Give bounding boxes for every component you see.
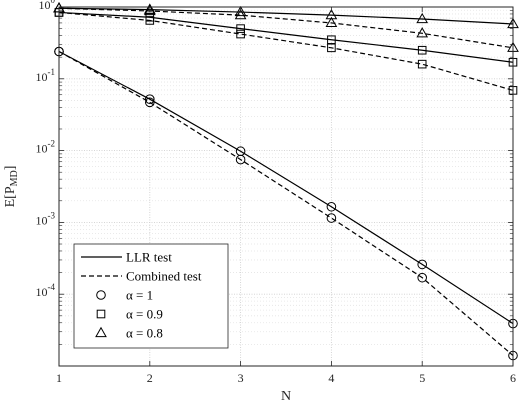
data-point-triangle	[143, 4, 156, 16]
series-line	[58, 11, 514, 63]
y-axis-title-main: E[P	[3, 186, 18, 207]
x-tick-label: 3	[238, 371, 244, 385]
y-tick-base: 10	[39, 0, 51, 12]
data-point-square	[236, 29, 245, 39]
y-tick-base: 10	[36, 285, 48, 299]
legend-label: LLR test	[126, 250, 172, 265]
legend-entry: α = 0.9	[96, 307, 163, 322]
data-point-circle	[235, 154, 246, 165]
series-line	[58, 50, 514, 325]
y-tick-label: 100	[39, 0, 56, 12]
data-point-triangle	[325, 8, 338, 20]
y-tick-base: 10	[36, 70, 48, 84]
y-tick-exponent: -1	[48, 67, 56, 77]
data-point-triangle	[416, 27, 429, 38]
y-tick-base: 10	[36, 142, 48, 156]
data-point-square	[327, 43, 336, 53]
data-point-circle	[417, 272, 428, 283]
data-point-square	[417, 45, 427, 55]
series-line	[58, 7, 514, 49]
y-tick-exponent: -4	[48, 282, 56, 292]
legend-label: α = 1	[126, 288, 153, 303]
series-line	[58, 7, 514, 25]
data-point-square	[145, 16, 155, 25]
legend: LLR test Combined test α = 1 α = 0.9 α = 0.8	[73, 243, 229, 349]
y-tick-label: 10-4	[36, 282, 56, 299]
legend-label: Combined test	[126, 269, 202, 284]
x-tick-label: 5	[419, 371, 425, 385]
y-tick-label: 10-3	[36, 210, 56, 227]
legend-marker-circle	[96, 290, 106, 300]
legend-entry: Combined test	[81, 269, 202, 284]
y-tick-exponent: -3	[48, 210, 56, 220]
data-point-triangle	[234, 8, 247, 20]
y-axis-title-close: ]	[3, 166, 18, 171]
y-axis-title: E[PMD]	[3, 166, 20, 208]
legend-entry: α = 1	[96, 288, 153, 303]
data-point-circle	[326, 201, 337, 212]
x-tick-label: 1	[56, 371, 62, 385]
y-tick-exponent: -2	[48, 139, 56, 149]
x-axis-title: N	[281, 389, 291, 404]
legend-label: α = 0.9	[126, 307, 163, 322]
plot-frame	[58, 6, 514, 367]
y-tick-exponent: 0	[51, 0, 56, 5]
data-point-triangle	[143, 3, 156, 14]
data-point-triangle	[416, 12, 429, 24]
data-point-triangle	[234, 5, 247, 17]
legend-entry: α = 0.8	[95, 326, 163, 341]
ticks-group	[58, 6, 514, 366]
data-point-circle	[145, 97, 155, 108]
series-line	[58, 50, 514, 356]
series-combined-alpha-1	[54, 46, 518, 361]
x-tick-label: 6	[510, 371, 516, 385]
x-tick-label: 2	[147, 371, 153, 385]
data-point-square	[417, 59, 427, 69]
legend-entry: LLR test	[81, 250, 172, 265]
y-tick-label: 10-1	[36, 67, 56, 84]
data-point-square	[236, 24, 245, 33]
series-line	[58, 11, 514, 91]
legend-marker-square	[96, 309, 106, 319]
legend-marker-triangle	[95, 326, 107, 338]
data-point-triangle	[325, 16, 338, 28]
data-point-circle	[145, 94, 155, 104]
data-point-circle	[326, 213, 337, 223]
y-tick-base: 10	[36, 213, 48, 227]
x-tick-label: 4	[328, 371, 334, 385]
y-tick-label: 10-2	[36, 139, 56, 156]
data-point-circle	[417, 259, 428, 270]
y-axis-title-sub: MD	[9, 170, 20, 186]
legend-label: α = 0.8	[126, 326, 163, 341]
